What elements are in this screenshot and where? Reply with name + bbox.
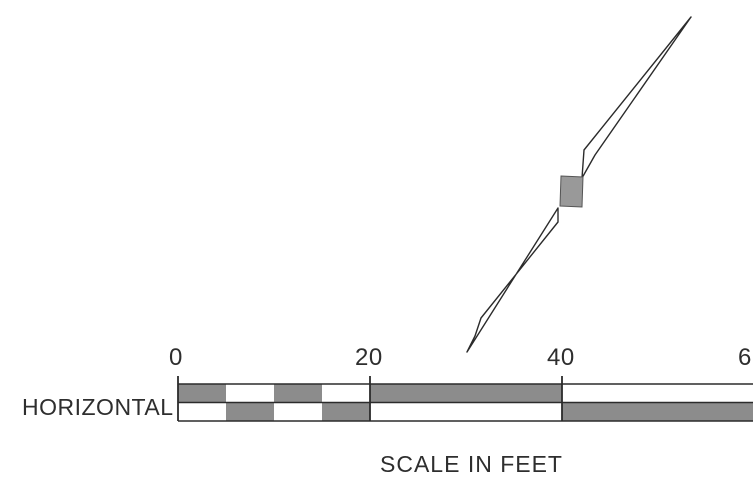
scale-segment (274, 384, 322, 402)
scale-segment (322, 403, 370, 421)
scale-segment (274, 403, 322, 421)
scale-bar (177, 376, 753, 422)
scale-segment (370, 384, 562, 402)
scale-caption: SCALE IN FEET (380, 451, 563, 477)
scale-tick-label-0: 0 (169, 344, 183, 371)
scale-tick-label-20: 20 (355, 344, 383, 371)
scale-segment (178, 403, 226, 421)
row-label-horizontal: HORIZONTAL (22, 394, 174, 420)
scale-segment (322, 384, 370, 402)
scale-segment (226, 384, 274, 402)
scale-segment (178, 384, 226, 402)
blade-lower-left (466, 207, 559, 353)
blade-upper-right (581, 16, 692, 179)
scale-segment (562, 403, 753, 421)
scale-segment (370, 403, 562, 421)
scale-segment (562, 384, 753, 402)
scale-tick-label-60: 6 (738, 344, 752, 371)
scale-tick-label-40: 40 (547, 344, 575, 371)
center-marker (559, 175, 584, 208)
scale-segment (226, 403, 274, 421)
